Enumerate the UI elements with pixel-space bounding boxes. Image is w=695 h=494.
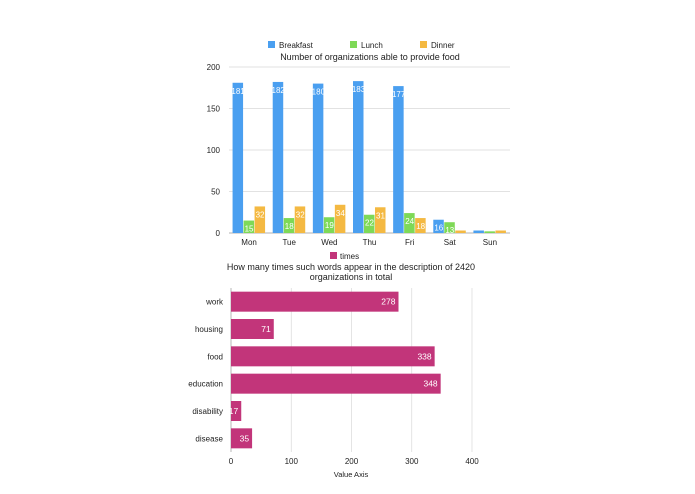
bar-dinner-sat (455, 230, 466, 233)
y-tick-label-disability: disability (192, 407, 223, 416)
y-tick-label: 100 (207, 146, 221, 155)
bar-lunch-fri (404, 213, 415, 233)
data-label: 31 (376, 211, 385, 220)
data-label: 17 (229, 406, 239, 416)
bar-housing (231, 319, 274, 339)
data-label: 18 (416, 222, 425, 231)
x-tick-label-fri: Fri (405, 238, 415, 247)
y-tick-label-housing: housing (195, 325, 223, 334)
x-tick-label-wed: Wed (321, 238, 337, 247)
data-label: 348 (423, 379, 437, 389)
legend-swatch-lunch (350, 41, 357, 48)
bar-breakfast-sun (473, 230, 484, 233)
bar-lunch-sun (484, 231, 495, 233)
y-tick-label: 50 (211, 188, 220, 197)
data-label: 15 (245, 225, 254, 234)
data-label: 32 (296, 210, 305, 219)
bar-lunch-wed (323, 217, 335, 233)
data-label: 71 (261, 324, 271, 334)
legend-label-times: times (340, 252, 359, 261)
data-label: 35 (240, 433, 250, 443)
y-tick-label-food: food (207, 352, 223, 361)
data-label: 278 (381, 297, 395, 307)
data-label: 338 (417, 351, 431, 361)
data-label: 18 (285, 222, 294, 231)
y-tick-label: 0 (216, 229, 221, 238)
x-tick-label-sat: Sat (444, 238, 457, 247)
data-label: 16 (434, 224, 443, 233)
y-tick-label: 150 (207, 105, 221, 114)
food-providers-chart: Breakfast Lunch Dinner Number of organizati… (207, 41, 510, 247)
data-label: 177 (392, 90, 406, 99)
x-axis-label: Value Axis (334, 470, 369, 479)
y-tick-label: 200 (207, 63, 221, 72)
bar-breakfast-sat (433, 219, 444, 233)
bar-food (231, 346, 435, 367)
data-label: 32 (256, 210, 265, 219)
bar-lunch-sat (444, 222, 455, 233)
x-tick-label: 200 (345, 457, 359, 466)
bar-breakfast-fri (393, 86, 404, 233)
bar-breakfast-tue (272, 81, 284, 233)
bar-lunch-mon (243, 220, 255, 233)
legend-swatch-breakfast (268, 41, 275, 48)
data-label: 183 (352, 85, 366, 94)
bar-dinner-fri (415, 218, 426, 233)
x-tick-label-mon: Mon (241, 238, 257, 247)
bar-breakfast-wed (312, 83, 324, 233)
x-tick-label: 0 (229, 457, 234, 466)
chart-title: Number of organizations able to provide … (280, 52, 460, 62)
data-label: 182 (272, 86, 286, 95)
chart-title-line: organizations in total (310, 272, 393, 282)
data-label: 24 (405, 217, 414, 226)
bar-dinner-mon (254, 206, 266, 233)
legend-swatch-times (330, 252, 337, 259)
bar-dinner-tue (294, 206, 306, 233)
bar-dinner-wed (334, 204, 346, 233)
data-label: 19 (325, 221, 334, 230)
bar-disease (231, 428, 253, 449)
x-tick-label-tue: Tue (282, 238, 296, 247)
x-tick-label-thu: Thu (363, 238, 377, 247)
data-label: 34 (336, 209, 345, 218)
x-tick-label: 400 (465, 457, 479, 466)
y-tick-label-disease: disease (195, 434, 223, 443)
data-label: 22 (365, 219, 374, 228)
legend-label-breakfast: Breakfast (279, 41, 314, 50)
bar-breakfast-thu (353, 81, 364, 233)
data-label: 181 (231, 87, 245, 96)
legend-label-lunch: Lunch (361, 41, 383, 50)
x-tick-label-sun: Sun (483, 238, 497, 247)
bar-dinner-sun (495, 230, 506, 233)
bar-disability (231, 401, 242, 421)
data-label: 13 (445, 226, 454, 235)
data-label: 180 (312, 88, 326, 97)
legend-label-dinner: Dinner (431, 41, 455, 50)
bar-education (231, 373, 441, 394)
x-tick-label: 300 (405, 457, 419, 466)
bar-work (231, 291, 399, 312)
legend-swatch-dinner (420, 41, 427, 48)
bar-lunch-tue (283, 218, 295, 233)
bar-dinner-thu (375, 207, 386, 233)
chart-title-line: How many times such words appear in the … (227, 262, 475, 272)
y-tick-label-work: work (205, 298, 224, 307)
y-tick-label-education: education (188, 380, 223, 389)
bar-breakfast-mon (232, 82, 244, 234)
bar-lunch-thu (364, 214, 375, 233)
x-tick-label: 100 (285, 457, 299, 466)
